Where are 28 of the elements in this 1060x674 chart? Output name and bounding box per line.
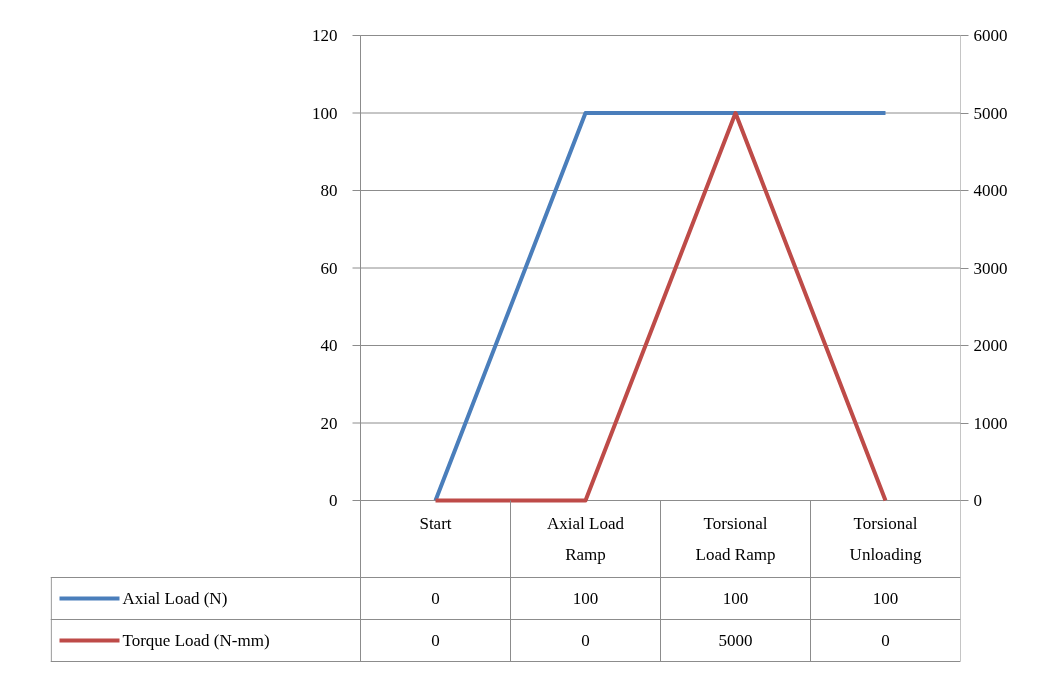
y2-tick-label: 4000 (973, 181, 1008, 200)
data-label: 0 (581, 631, 590, 650)
data-label: 100 (572, 589, 599, 608)
y2-tick-label: 2000 (973, 336, 1008, 355)
data-label: 0 (431, 631, 440, 650)
y2-tick-label: 1000 (973, 413, 1008, 433)
legend-label: Torque Load (N-mm) (122, 631, 270, 650)
legend-label: Axial Load (N) (122, 589, 228, 608)
y2-tick-label: 6000 (973, 26, 1008, 45)
y-tick-label: 40 (320, 336, 338, 355)
y-tick-label: 20 (320, 413, 338, 433)
y-tick-label: 80 (320, 181, 338, 200)
y-tick-label: 100 (312, 103, 338, 123)
y-tick-label: 60 (320, 258, 338, 278)
x-tick-label: Torsional Load Ramp (695, 514, 776, 564)
y2-tick-label: 5000 (973, 103, 1008, 123)
data-label: 100 (722, 589, 749, 608)
y-tick-label: 120 (312, 26, 338, 45)
x-tick-label: Axial Load Ramp (547, 514, 625, 564)
data-label: 100 (872, 589, 899, 608)
data-label: 0 (431, 589, 440, 608)
data-label: 0 (881, 631, 890, 650)
x-tick-label: Torsional Unloading (849, 514, 922, 564)
x-tick-label: Start (419, 514, 452, 533)
y2-tick-label: 0 (973, 491, 982, 510)
data-label: 5000 (718, 631, 753, 650)
y-tick-label: 0 (329, 491, 338, 510)
y2-tick-label: 3000 (973, 258, 1008, 278)
